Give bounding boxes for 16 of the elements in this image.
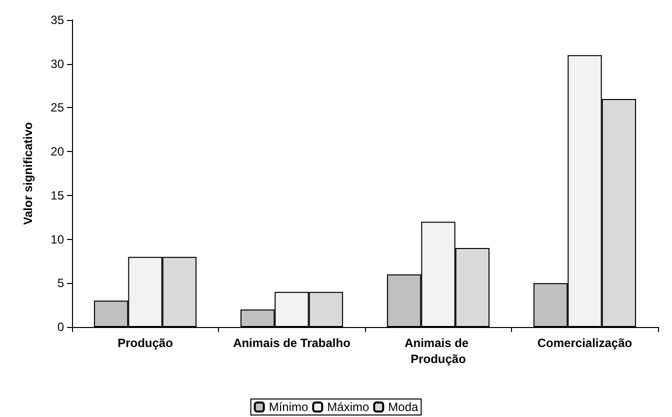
x-tick-label: Produção xyxy=(118,336,173,350)
y-tick-label: 10 xyxy=(50,232,64,246)
y-tick-label: 30 xyxy=(50,56,64,71)
y-tick-label: 0 xyxy=(57,320,64,334)
y-tick-label: 35 xyxy=(50,13,64,27)
y-axis-title: Valor significativo xyxy=(21,122,35,225)
legend-label: Moda xyxy=(388,400,419,414)
x-tick-label: Animais de Trabalho xyxy=(233,336,350,350)
y-tick-label: 5 xyxy=(57,276,64,290)
x-tick-label: Animais de Produção xyxy=(404,336,472,366)
y-tick-label: 25 xyxy=(50,100,64,115)
legend-label: Máximo xyxy=(327,400,370,414)
y-tick-label: 15 xyxy=(50,188,64,202)
legend-label: Mínimo xyxy=(268,400,308,414)
y-tick-label: 20 xyxy=(50,144,64,159)
x-tick-label: Comercialização xyxy=(537,336,632,350)
